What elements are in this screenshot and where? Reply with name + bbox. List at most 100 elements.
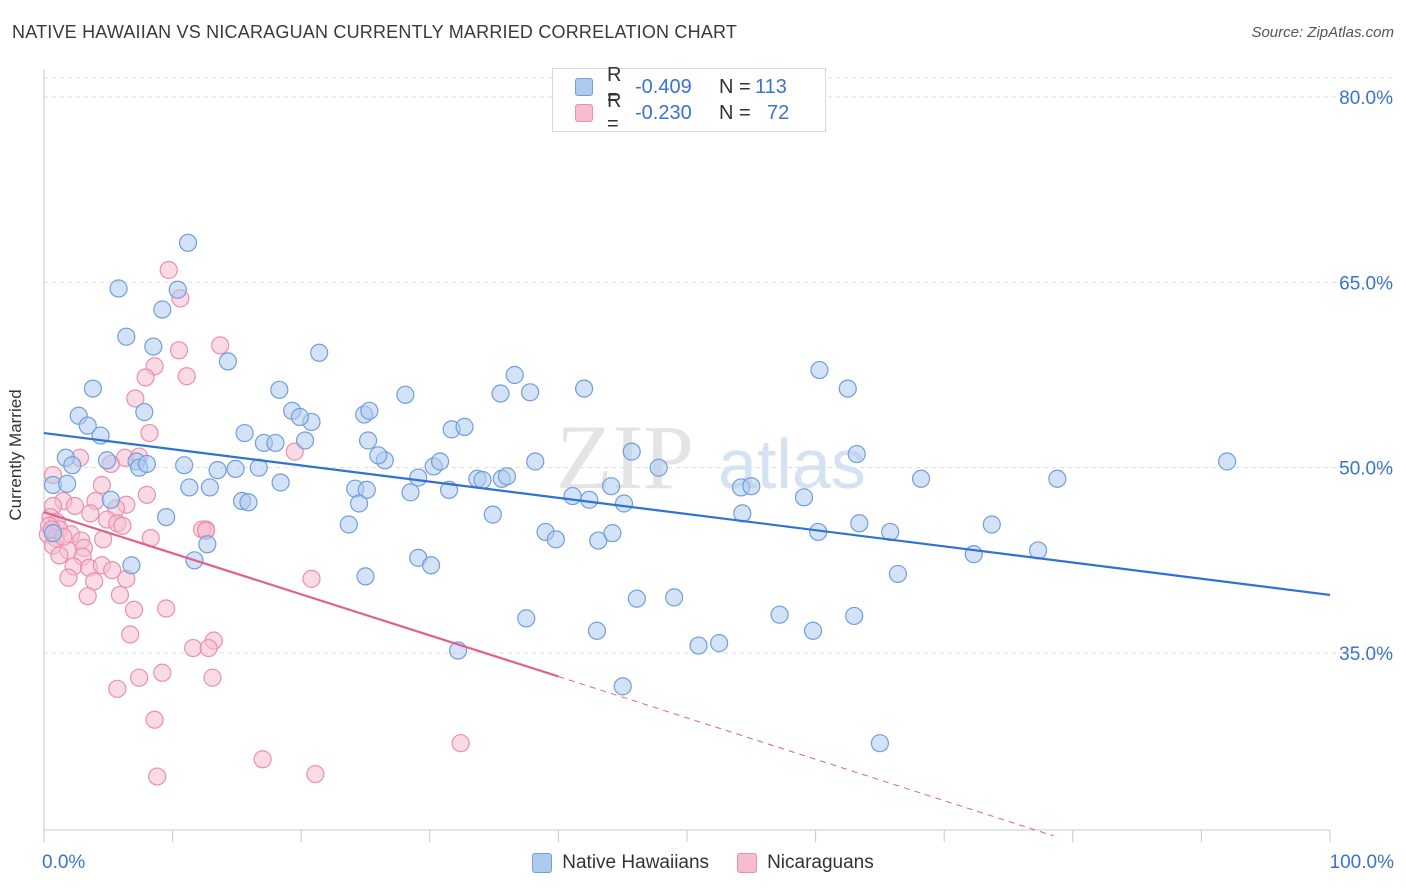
- native-hawaiian-point: [613, 677, 632, 696]
- native-hawaiian-point: [396, 385, 415, 404]
- nicaraguan-point: [145, 710, 164, 729]
- nicaraguan-point: [78, 587, 97, 606]
- grid-lines: [44, 77, 1394, 654]
- legend-label: Native Hawaiians: [562, 852, 710, 873]
- nicaraguan-point: [302, 569, 321, 588]
- native-hawaiian-point: [430, 452, 450, 471]
- native-hawaiian-point: [271, 473, 290, 492]
- native-hawaiian-point: [144, 337, 163, 356]
- native-hawaiian-point: [587, 621, 607, 640]
- native-hawaiian-point: [497, 467, 517, 486]
- native-hawaiian-point: [483, 505, 502, 524]
- native-hawaiian-point: [58, 474, 77, 493]
- nicaraguan-point: [203, 668, 222, 687]
- native-hawaiians-points: [43, 233, 1237, 753]
- legend-row-native-hawaiians: R = -0.409 N = 113: [575, 64, 787, 109]
- native-hawaiians-trend-line: [43, 431, 1331, 597]
- native-hawaiian-point: [200, 478, 219, 497]
- nicaraguan-point: [113, 516, 132, 535]
- nicaraguan-point: [169, 341, 189, 360]
- native-hawaiian-point: [845, 606, 864, 626]
- native-hawaiian-point: [175, 456, 194, 475]
- native-hawaiian-point: [911, 469, 931, 488]
- r-label: R =: [607, 64, 622, 109]
- n-label: N =: [719, 101, 751, 124]
- native-hawaiian-point: [356, 567, 375, 586]
- n-value: 72: [767, 101, 790, 124]
- nicaraguans-trend-line: [43, 511, 559, 678]
- native-hawaiian-point: [135, 402, 154, 422]
- nicaraguan-point: [148, 767, 167, 786]
- native-hawaiian-point: [847, 444, 866, 464]
- nicaraguan-point: [108, 679, 127, 698]
- native-hawaiian-point: [290, 407, 310, 427]
- r-value: -0.409: [635, 75, 692, 98]
- native-hawaiian-point: [602, 477, 621, 496]
- y-tick-label: 80.0%: [1339, 88, 1393, 109]
- legend-item-nicaraguans[interactable]: Nicaraguans: [737, 852, 874, 874]
- nicaraguan-point: [126, 389, 145, 408]
- y-tick-label: 65.0%: [1339, 273, 1393, 294]
- native-hawaiian-point: [360, 401, 379, 420]
- native-hawaiian-point: [649, 458, 668, 477]
- native-hawaiian-point: [563, 486, 582, 506]
- nicaraguan-point: [153, 663, 172, 682]
- native-hawaiian-point: [770, 605, 789, 624]
- native-hawaiian-point: [421, 556, 441, 575]
- legend-row-nicaraguans: R = -0.230 N = 72: [575, 90, 790, 135]
- native-hawaiian-point: [43, 524, 63, 543]
- nicaraguan-point: [121, 625, 140, 644]
- legend-label: Nicaraguans: [767, 852, 874, 873]
- x-tick-label-min: 0.0%: [42, 852, 86, 873]
- nicaraguan-point: [285, 442, 304, 461]
- r-value: -0.230: [635, 101, 692, 124]
- native-hawaiian-point: [794, 488, 814, 507]
- nicaraguan-point: [211, 336, 230, 355]
- native-hawaiian-point: [117, 327, 136, 346]
- native-hawaiian-point: [870, 734, 890, 753]
- nicaraguan-point: [157, 599, 176, 618]
- native-hawaiian-point: [710, 634, 729, 653]
- native-hawaiian-point: [198, 535, 217, 554]
- nicaraguan-point: [136, 368, 155, 387]
- native-hawaiian-point: [803, 621, 823, 640]
- native-hawaiian-point: [689, 636, 708, 655]
- trend-lines: [43, 431, 1331, 837]
- native-hawaiian-point: [742, 477, 761, 496]
- nicaraguan-point: [92, 475, 111, 495]
- native-hawaiian-point: [982, 515, 1001, 534]
- nicaraguan-point: [137, 485, 156, 504]
- native-hawaiian-point: [349, 494, 369, 513]
- native-hawaiian-point: [137, 454, 156, 474]
- watermark: ZIP atlas: [556, 406, 866, 508]
- native-hawaiian-point: [339, 515, 358, 534]
- native-hawaiian-point: [589, 531, 608, 550]
- nicaraguan-point: [253, 750, 272, 769]
- native-hawaiian-point: [218, 352, 237, 371]
- nicaraguan-point: [159, 260, 178, 280]
- nicaraguan-point: [177, 367, 196, 386]
- native-hawaiian-point: [235, 423, 254, 443]
- nicaraguans-points: [38, 260, 470, 786]
- legend-item-native-hawaiians[interactable]: Native Hawaiians: [532, 852, 709, 874]
- native-hawaiian-point: [208, 461, 227, 480]
- native-hawaiian-point: [473, 470, 492, 490]
- native-hawaiian-point: [180, 478, 199, 497]
- series-legend: Native Hawaiians Nicaraguans: [0, 852, 1406, 874]
- native-hawaiian-point: [270, 380, 289, 399]
- native-hawaiian-point: [838, 379, 857, 398]
- native-hawaiian-point: [614, 494, 634, 513]
- native-hawaiian-point: [369, 446, 388, 465]
- native-hawaiian-point: [178, 233, 198, 252]
- nicaraguans-trend-extension: [558, 675, 1054, 837]
- native-hawaiian-point: [226, 459, 245, 479]
- nicaraguan-point: [110, 585, 129, 605]
- native-hawaiian-point: [101, 490, 120, 509]
- pink-swatch-icon: [737, 853, 758, 873]
- nicaraguan-point: [130, 668, 149, 687]
- native-hawaiian-point: [575, 379, 594, 398]
- y-tick-label: 35.0%: [1339, 644, 1393, 665]
- native-hawaiian-point: [627, 589, 646, 608]
- n-label: N =: [719, 75, 751, 98]
